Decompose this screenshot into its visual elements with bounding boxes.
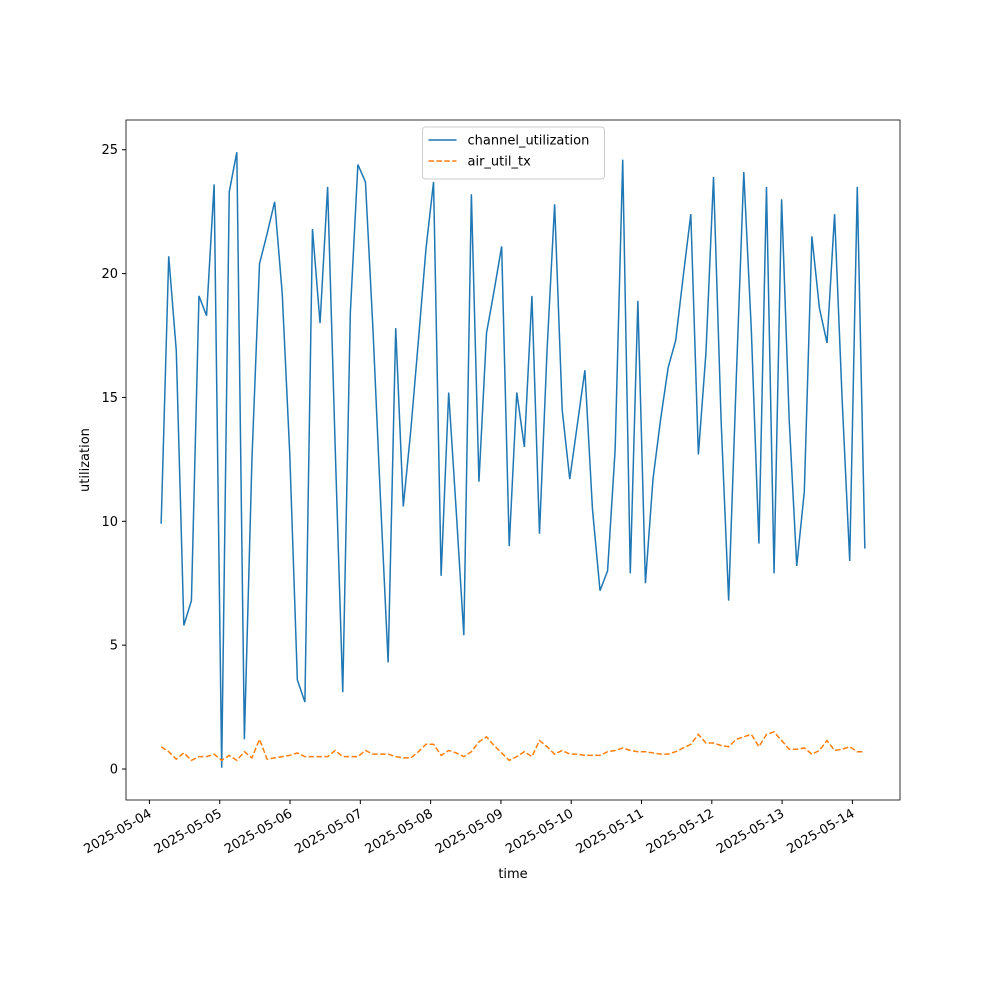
x-tick-label: 2025-05-04 <box>81 806 154 857</box>
series-line <box>160 152 866 768</box>
y-tick-label: 5 <box>110 639 118 654</box>
x-tick-label: 2025-05-05 <box>152 806 225 857</box>
x-tick-label: 2025-05-09 <box>433 806 506 857</box>
legend-label: channel_utilization <box>468 134 590 149</box>
x-tick-label: 2025-05-08 <box>363 806 436 857</box>
y-tick-label: 0 <box>110 763 118 778</box>
x-tick-label: 2025-05-06 <box>222 806 295 857</box>
y-tick-label: 25 <box>101 143 118 158</box>
x-axis-label: time <box>498 867 527 882</box>
plot-frame <box>125 119 901 801</box>
series-line <box>160 731 865 762</box>
y-tick-label: 20 <box>101 267 118 282</box>
y-tick-label: 15 <box>101 391 118 406</box>
x-tick-label: 2025-05-10 <box>503 806 576 857</box>
legend-label: air_util_tx <box>468 155 532 170</box>
y-tick-label: 10 <box>101 515 118 530</box>
x-tick-label: 2025-05-07 <box>292 806 365 857</box>
y-axis-label: utilization <box>78 428 93 492</box>
x-tick-label: 2025-05-13 <box>714 806 787 857</box>
x-tick-label: 2025-05-12 <box>644 806 717 857</box>
legend-box <box>422 126 605 180</box>
x-tick-label: 2025-05-14 <box>784 806 857 857</box>
x-tick-label: 2025-05-11 <box>574 806 647 857</box>
